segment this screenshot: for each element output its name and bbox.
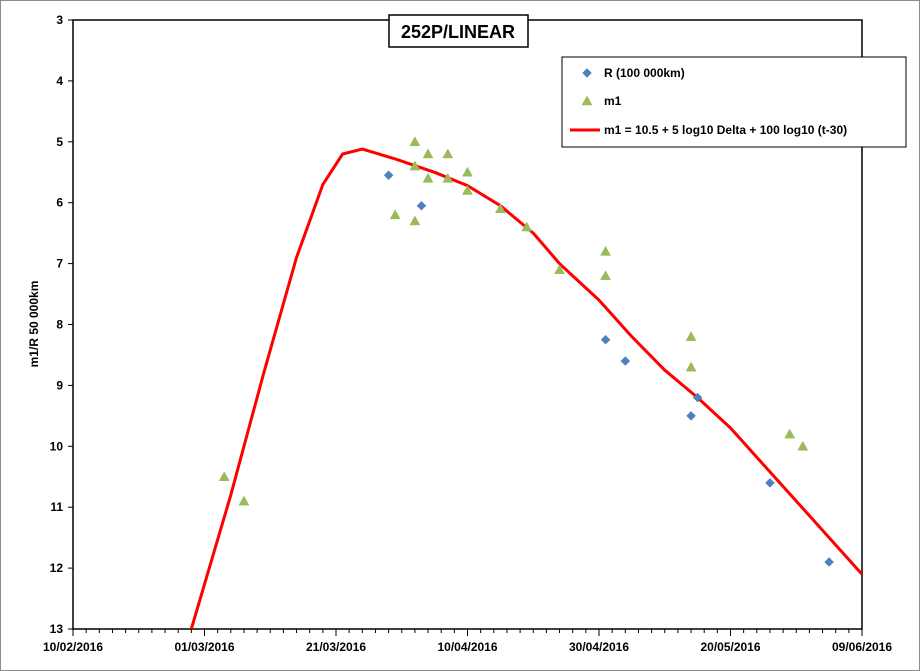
chart-title-box: 252P/LINEAR — [388, 14, 529, 48]
y-tick-label: 7 — [56, 257, 63, 271]
y-tick-label: 10 — [50, 439, 64, 453]
r-data-point — [765, 477, 775, 488]
x-tick-label: 10/02/2016 — [43, 640, 103, 654]
r-data-point — [620, 356, 631, 366]
legend: R (100 000km) m1 m1 = 10.5 + 5 log10 Delta… — [561, 56, 907, 148]
r-data-point — [824, 557, 834, 567]
m1-data-point — [422, 148, 434, 159]
y-tick-label: 13 — [50, 622, 64, 636]
m1-data-point — [409, 160, 421, 171]
m1-data-point — [521, 221, 533, 232]
legend-label: R (100 000km) — [604, 66, 685, 80]
m1-data-point — [554, 264, 565, 274]
legend-label: m1 = 10.5 + 5 log10 Delta + 100 log10 (t… — [604, 123, 847, 137]
x-axis: 10/02/2016 01/03/2016 21/03/2016 10/04/2016… — [43, 629, 892, 654]
m1-data-point — [389, 209, 401, 220]
y-tick-label: 8 — [56, 318, 63, 332]
m1-data-point — [494, 203, 506, 214]
y-axis-title: m1/R 50 000km — [27, 281, 41, 368]
m1-data-point — [462, 166, 473, 177]
x-tick-label: 01/03/2016 — [174, 640, 234, 654]
points-layer — [218, 136, 834, 567]
y-tick-label: 3 — [56, 13, 63, 27]
m1-data-point — [218, 471, 230, 481]
y-tick-label: 6 — [56, 196, 63, 210]
m1-data-point — [784, 428, 796, 439]
m1-data-point — [462, 185, 473, 195]
fit-line-layer — [189, 147, 862, 629]
m1-data-point — [409, 136, 421, 147]
legend-label: m1 — [604, 94, 622, 108]
fit-curve — [189, 147, 862, 629]
m1-data-point — [685, 331, 697, 341]
y-tick-label: 9 — [56, 378, 63, 392]
m1-data-point — [600, 270, 611, 281]
r-data-point — [600, 334, 611, 345]
title-border — [388, 14, 529, 48]
x-tick-label: 30/04/2016 — [569, 640, 629, 654]
m1-data-point — [238, 495, 250, 506]
m1-data-point — [422, 172, 434, 183]
y-tick-label: 12 — [50, 561, 64, 575]
m1-data-point — [685, 361, 697, 372]
chart-title: 252P/LINEAR — [401, 22, 515, 42]
x-tick-label: 21/03/2016 — [306, 640, 366, 654]
y-tick-label: 5 — [56, 135, 63, 149]
m1-data-point — [442, 172, 454, 183]
r-data-point — [383, 170, 394, 181]
y-axis: 3 4 5 6 7 8 9 10 11 12 13 — [50, 13, 73, 636]
m1-data-point — [600, 245, 611, 256]
r-data-point — [416, 200, 427, 211]
m1-data-point — [409, 215, 421, 226]
m1-data-point — [442, 148, 454, 159]
legend-triangle-swatch — [581, 95, 593, 106]
y-tick-label: 4 — [56, 74, 63, 88]
legend-diamond-swatch — [582, 68, 592, 78]
x-tick-label: 09/06/2016 — [832, 640, 892, 654]
m1-data-point — [797, 440, 809, 451]
r-data-point — [692, 392, 703, 403]
x-tick-label: 10/04/2016 — [437, 640, 497, 654]
r-data-point — [686, 410, 696, 421]
x-tick-label: 20/05/2016 — [700, 640, 760, 654]
legend-border — [561, 56, 907, 148]
y-tick-label: 11 — [50, 500, 63, 514]
